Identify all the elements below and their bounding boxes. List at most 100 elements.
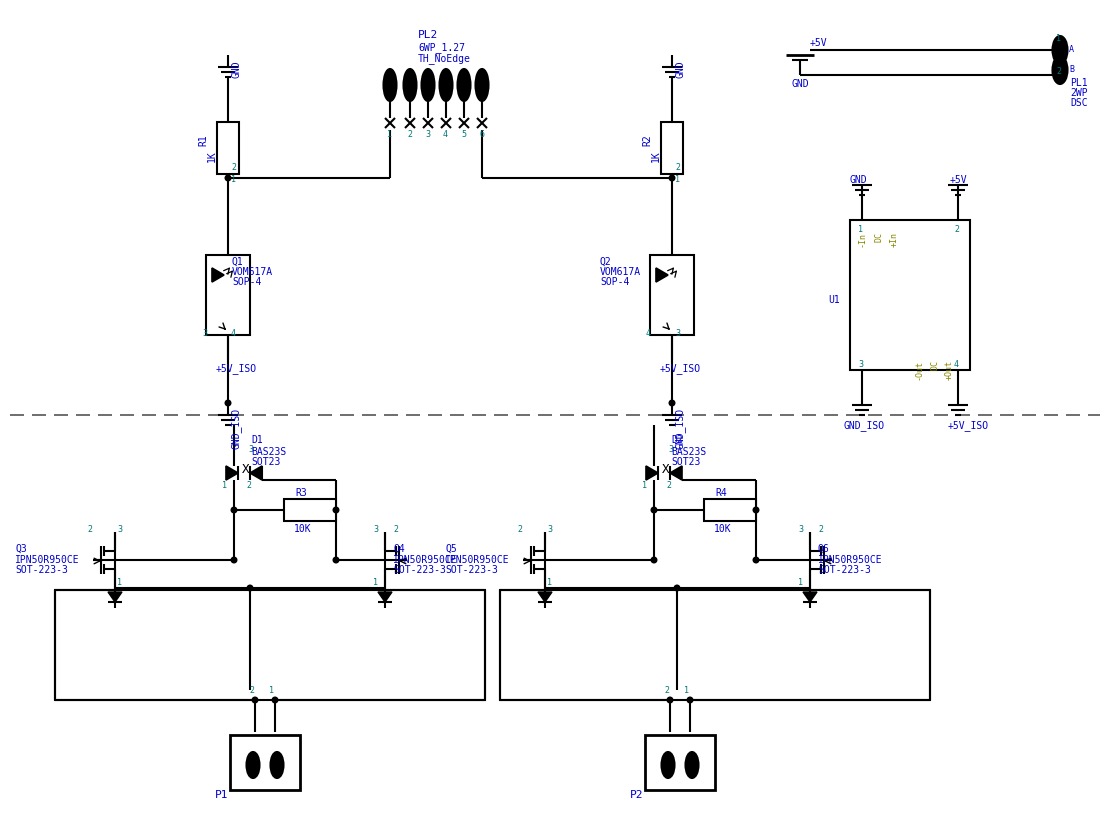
- Text: 1: 1: [858, 225, 863, 234]
- Circle shape: [753, 507, 759, 513]
- Text: 1K: 1K: [651, 150, 661, 162]
- Circle shape: [674, 585, 680, 591]
- Text: 6WP_1.27: 6WP_1.27: [418, 42, 466, 53]
- Text: 10K: 10K: [294, 524, 311, 534]
- Text: 3: 3: [248, 445, 253, 454]
- Text: 1: 1: [798, 578, 803, 587]
- Ellipse shape: [440, 69, 452, 101]
- Text: 3: 3: [547, 525, 552, 534]
- Text: 2: 2: [517, 525, 522, 534]
- Text: 1: 1: [373, 578, 378, 587]
- Text: 1: 1: [269, 686, 274, 695]
- Text: +5V: +5V: [950, 175, 968, 185]
- Text: 1K: 1K: [207, 150, 217, 162]
- Text: 4: 4: [645, 329, 651, 338]
- Text: +5V_ISO: +5V_ISO: [660, 363, 701, 374]
- Text: 2: 2: [246, 481, 251, 490]
- Text: 1: 1: [387, 130, 392, 139]
- Text: Q6: Q6: [818, 544, 830, 554]
- Circle shape: [333, 557, 339, 563]
- Text: D1: D1: [251, 435, 262, 445]
- Polygon shape: [645, 466, 658, 480]
- Text: VOM617A: VOM617A: [232, 267, 273, 277]
- Polygon shape: [378, 592, 392, 602]
- Bar: [230, 735, 300, 790]
- Bar: [500, 590, 930, 700]
- Text: +In: +In: [890, 232, 899, 247]
- Circle shape: [651, 507, 657, 513]
- Text: Q2: Q2: [600, 257, 612, 267]
- Text: GND: GND: [231, 60, 241, 78]
- Polygon shape: [212, 268, 224, 282]
- Text: DC: DC: [874, 232, 883, 242]
- Text: R1: R1: [198, 134, 208, 146]
- Text: 1: 1: [642, 481, 647, 490]
- Text: GND_ISO: GND_ISO: [844, 420, 885, 431]
- Text: 3: 3: [426, 130, 430, 139]
- Text: 6: 6: [479, 130, 484, 139]
- Circle shape: [248, 585, 253, 591]
- Text: P2: P2: [630, 790, 643, 800]
- Circle shape: [231, 557, 237, 563]
- Bar: [661, 122, 683, 174]
- Text: R4: R4: [715, 488, 727, 498]
- Text: GND_ISO: GND_ISO: [675, 408, 685, 449]
- Polygon shape: [250, 466, 262, 480]
- Text: SOT-223-3: SOT-223-3: [446, 565, 498, 575]
- Ellipse shape: [1052, 36, 1068, 64]
- Text: IPN50R950CE: IPN50R950CE: [818, 555, 882, 565]
- Bar: [206, 255, 250, 335]
- Text: PL2: PL2: [418, 30, 438, 40]
- Text: GND_ISO: GND_ISO: [231, 408, 242, 449]
- Text: IPN50R950CE: IPN50R950CE: [446, 555, 510, 565]
- Text: Q5: Q5: [446, 544, 457, 554]
- Text: 2: 2: [407, 130, 412, 139]
- Text: 2: 2: [675, 163, 680, 172]
- Polygon shape: [538, 592, 552, 602]
- Text: 2: 2: [1055, 67, 1061, 76]
- Text: DC: DC: [930, 360, 939, 370]
- Text: U1: U1: [828, 295, 840, 305]
- Ellipse shape: [421, 69, 434, 101]
- Text: D2: D2: [671, 435, 683, 445]
- Circle shape: [252, 697, 258, 703]
- Ellipse shape: [661, 752, 674, 778]
- Text: B: B: [1069, 65, 1074, 74]
- Polygon shape: [226, 466, 238, 480]
- Text: SOP-4: SOP-4: [600, 277, 629, 287]
- Text: -Out: -Out: [915, 360, 924, 380]
- Circle shape: [333, 507, 339, 513]
- Text: IPN50R950CE: IPN50R950CE: [16, 555, 80, 565]
- Text: Q3: Q3: [16, 544, 27, 554]
- Bar: [650, 255, 694, 335]
- Text: BAS23S: BAS23S: [251, 447, 287, 457]
- Text: 1: 1: [684, 686, 689, 695]
- Circle shape: [668, 697, 673, 703]
- Text: 5: 5: [461, 130, 466, 139]
- Circle shape: [688, 697, 693, 703]
- Ellipse shape: [270, 752, 283, 778]
- Text: BAS23S: BAS23S: [671, 447, 707, 457]
- Text: 2: 2: [249, 686, 254, 695]
- Text: +Out: +Out: [945, 360, 954, 380]
- Text: IPN50R950CE: IPN50R950CE: [393, 555, 458, 565]
- Text: VOM617A: VOM617A: [600, 267, 641, 277]
- Text: A: A: [1069, 45, 1074, 54]
- Text: 10K: 10K: [714, 524, 732, 534]
- Text: 2: 2: [818, 525, 823, 534]
- Bar: [850, 220, 970, 370]
- Text: R3: R3: [296, 488, 307, 498]
- Polygon shape: [803, 592, 817, 602]
- Text: +5V: +5V: [810, 38, 828, 48]
- Polygon shape: [108, 592, 122, 602]
- Text: SOP-4: SOP-4: [232, 277, 261, 287]
- Text: SOT-223-3: SOT-223-3: [818, 565, 871, 575]
- Text: SOT23: SOT23: [671, 457, 700, 467]
- Bar: [645, 735, 715, 790]
- Text: X: X: [242, 462, 250, 476]
- Text: +5V_ISO: +5V_ISO: [948, 420, 989, 431]
- Bar: [217, 122, 239, 174]
- Text: DSC: DSC: [1070, 98, 1088, 108]
- Circle shape: [272, 697, 278, 703]
- Text: P1: P1: [216, 790, 229, 800]
